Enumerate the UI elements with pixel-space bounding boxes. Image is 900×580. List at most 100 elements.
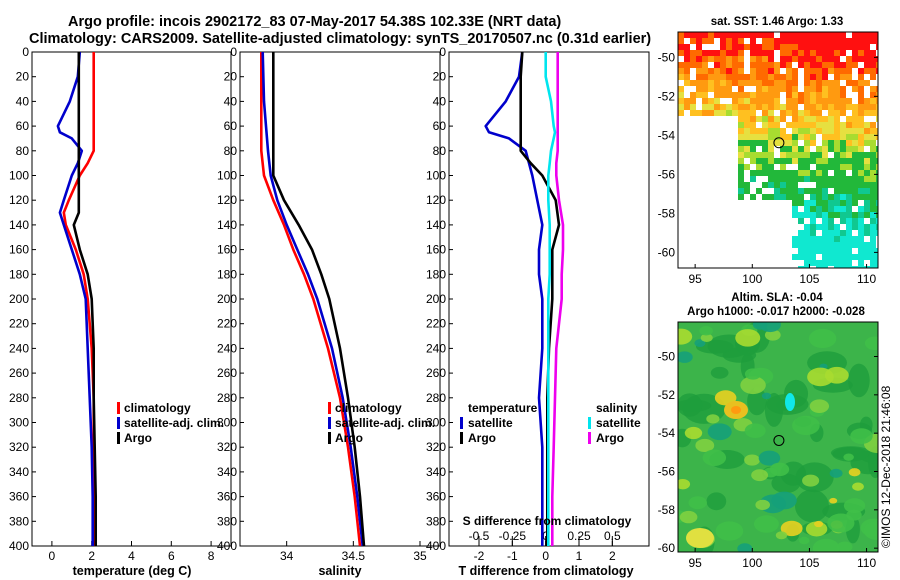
y-tick-label: 20 <box>433 70 447 84</box>
sst-cell <box>792 140 798 146</box>
sst-cell <box>852 176 858 182</box>
sst-cell <box>864 152 870 158</box>
sst-cell <box>720 74 726 80</box>
sst-cell <box>816 128 822 134</box>
sst-cell <box>828 218 834 224</box>
sst-cell <box>714 98 720 104</box>
x-tick-label: 2 <box>88 549 95 563</box>
sst-cell <box>876 194 878 200</box>
sst-cell <box>810 116 816 122</box>
sst-cell <box>846 242 852 248</box>
sst-cell <box>840 92 846 98</box>
sla-cell <box>740 376 766 395</box>
sst-cell <box>816 212 822 218</box>
sst-cell <box>834 80 840 86</box>
sst-cell <box>840 200 846 206</box>
sst-cell <box>750 122 756 128</box>
sst-cell <box>846 44 852 50</box>
sst-cell <box>786 188 792 194</box>
sst-cell <box>816 50 822 56</box>
sst-cell <box>834 194 840 200</box>
x-tick-label: 34 <box>280 549 294 563</box>
sst-cell <box>828 86 834 92</box>
sst-cell <box>816 146 822 152</box>
lat-tick-label: -60 <box>658 245 676 259</box>
sst-cell <box>804 200 810 206</box>
sst-cell <box>876 182 878 188</box>
sst-cell <box>858 116 864 122</box>
x2-tick-label: -0.5 <box>469 529 490 543</box>
y-tick-label: 400 <box>9 539 29 553</box>
sst-cell <box>708 38 714 44</box>
y-tick-label: 380 <box>9 514 29 528</box>
sst-cell <box>840 86 846 92</box>
sst-cell <box>798 44 804 50</box>
y-tick-label: 220 <box>217 317 237 331</box>
sst-cell <box>684 62 690 68</box>
sst-cell <box>720 110 726 116</box>
sla-cell <box>863 521 878 541</box>
sst-cell <box>762 128 768 134</box>
sst-cell <box>708 110 714 116</box>
sst-cell <box>798 188 804 194</box>
sst-cell <box>870 146 876 152</box>
sst-cell <box>870 62 876 68</box>
sst-cell <box>810 98 816 104</box>
sst-cell <box>738 194 744 200</box>
sst-cell <box>774 68 780 74</box>
sst-cell <box>732 44 738 50</box>
sst-cell <box>852 116 858 122</box>
sst-cell <box>762 74 768 80</box>
sla-cell <box>686 528 714 548</box>
sla-cell <box>795 489 829 523</box>
series-line-satellite-adj-clim- <box>56 52 94 546</box>
sst-cell <box>714 74 720 80</box>
sst-cell <box>858 206 864 212</box>
sst-cell <box>786 68 792 74</box>
sst-cell <box>876 68 878 74</box>
sst-cell <box>858 188 864 194</box>
sst-cell <box>768 86 774 92</box>
lon-tick-label: 100 <box>742 272 762 286</box>
sst-cell <box>738 80 744 86</box>
sst-cell <box>822 104 828 110</box>
y-tick-label: 360 <box>426 490 446 504</box>
sst-cell <box>864 194 870 200</box>
sst-cell <box>792 236 798 242</box>
sst-cell <box>834 146 840 152</box>
sst-cell <box>774 44 780 50</box>
sst-cell <box>828 194 834 200</box>
x-tick-label: -1 <box>507 549 518 563</box>
sst-cell <box>780 80 786 86</box>
sst-cell <box>822 62 828 68</box>
sst-cell <box>816 74 822 80</box>
sst-cell <box>768 194 774 200</box>
sst-cell <box>810 140 816 146</box>
sst-cell <box>804 230 810 236</box>
sst-cell <box>822 266 828 268</box>
sst-cell <box>876 170 878 176</box>
sst-cell <box>678 74 684 80</box>
sst-cell <box>780 74 786 80</box>
sla-cell <box>848 363 870 398</box>
sst-cell <box>822 92 828 98</box>
sst-cell <box>834 74 840 80</box>
y-tick-label: 140 <box>217 218 237 232</box>
sst-cell <box>810 248 816 254</box>
sst-cell <box>858 122 864 128</box>
sst-cell <box>876 116 878 122</box>
sst-cell <box>768 122 774 128</box>
sst-cell <box>822 86 828 92</box>
legend-satellite-label: satellite-adj. clim. <box>335 416 435 430</box>
y-tick-label: 180 <box>217 267 237 281</box>
sst-cell <box>756 74 762 80</box>
sst-cell <box>756 152 762 158</box>
sst-cell <box>798 266 804 268</box>
sla-cell <box>848 468 861 477</box>
sst-cell <box>834 248 840 254</box>
y-tick-label: 100 <box>217 169 237 183</box>
sst-cell <box>744 110 750 116</box>
sla-cell <box>706 492 727 511</box>
sst-cell <box>684 104 690 110</box>
